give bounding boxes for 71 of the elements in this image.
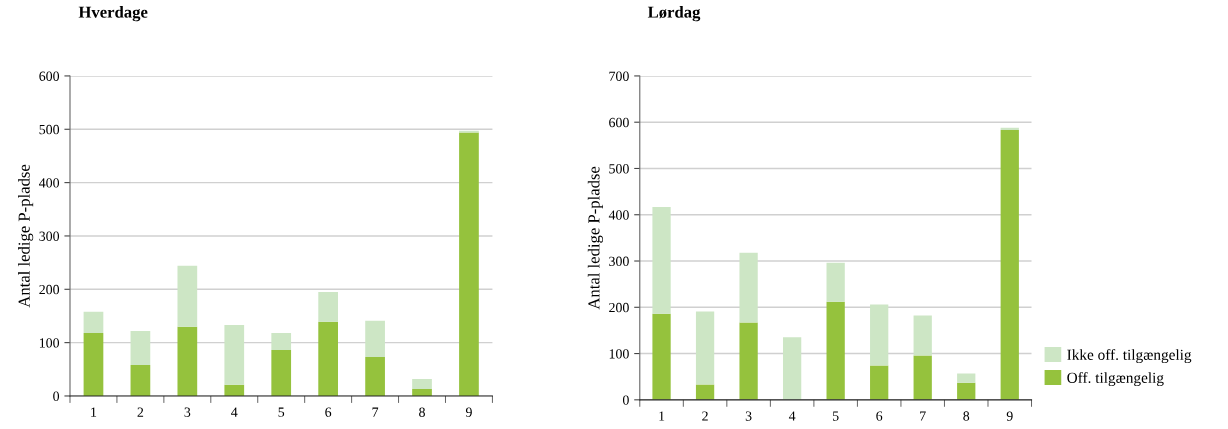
bar (83, 333, 104, 396)
x-tick-label: 9 (465, 407, 472, 417)
y-tick-label: 600 (39, 71, 60, 81)
y-tick-label: 0 (53, 391, 60, 401)
bar (177, 265, 198, 327)
bar (130, 330, 151, 366)
x-tick-label: 7 (372, 407, 379, 417)
y-tick-label: 100 (609, 349, 629, 359)
y-tick-label: 200 (39, 284, 60, 295)
bar (271, 350, 292, 396)
y-axis-title: Antal ledige P-pladse (587, 166, 603, 310)
x-tick-label: 8 (419, 407, 425, 417)
bar (695, 384, 715, 400)
y-axis-title: Antal ledige P-pladse (18, 164, 34, 308)
bar (826, 301, 845, 400)
y-tick-label: 700 (609, 71, 629, 81)
bar (870, 365, 889, 400)
bar (365, 320, 385, 358)
bar (412, 378, 432, 390)
x-tick-label: 8 (963, 411, 970, 421)
bar (271, 333, 292, 351)
bar (652, 206, 671, 314)
bar (459, 132, 479, 396)
x-tick-label: 7 (920, 411, 926, 421)
x-tick-label: 6 (325, 407, 332, 417)
x-tick-label: 5 (278, 407, 285, 417)
x-tick-label: 3 (745, 411, 752, 421)
bar (913, 315, 932, 356)
x-tick-label: 1 (659, 411, 665, 421)
bar (870, 304, 889, 366)
y-tick-label: 300 (609, 256, 629, 266)
y-tick-label: 400 (39, 178, 60, 188)
chart-title: Hverdage (78, 6, 148, 22)
y-tick-label: 100 (39, 338, 60, 348)
bar (318, 291, 339, 322)
bar (365, 357, 385, 396)
bar (224, 384, 245, 396)
bar (83, 311, 104, 334)
y-tick-label: 400 (608, 210, 629, 220)
x-tick-label: 2 (137, 407, 144, 417)
chart-title: Lørdag (647, 6, 701, 22)
bar (957, 373, 976, 383)
bar (739, 252, 758, 323)
x-tick-label: 4 (231, 407, 238, 417)
y-tick-label: 0 (622, 395, 629, 405)
x-tick-label: 1 (91, 407, 97, 417)
bar (913, 355, 932, 400)
bar (652, 313, 671, 400)
x-tick-label: 9 (1006, 411, 1013, 421)
x-tick-label: 2 (702, 411, 708, 421)
bar (826, 262, 845, 302)
y-tick-label: 500 (609, 164, 629, 174)
bar (1000, 130, 1019, 400)
x-tick-label: 3 (184, 407, 191, 417)
bar (739, 322, 758, 400)
bar (782, 337, 802, 400)
legend-label: Off. tilgængelig (1067, 372, 1164, 387)
bar (177, 326, 198, 396)
y-tick-label: 500 (39, 124, 60, 135)
x-tick-label: 6 (876, 411, 883, 421)
bar (695, 311, 715, 385)
bar (130, 365, 151, 396)
x-tick-label: 5 (832, 411, 839, 421)
bar (957, 382, 976, 400)
y-tick-label: 200 (609, 302, 629, 313)
legend-label: Ikke off. tilgængelig (1067, 349, 1192, 364)
y-tick-label: 300 (39, 231, 60, 241)
x-tick-label: 4 (788, 411, 796, 421)
bar (224, 325, 245, 385)
y-tick-label: 600 (609, 117, 629, 128)
bar (318, 321, 339, 396)
